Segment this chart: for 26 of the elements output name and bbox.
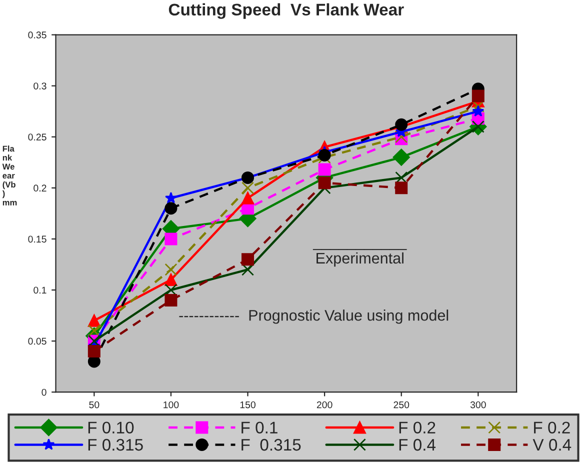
x-tick-label: 50 xyxy=(89,401,100,408)
legend-label: F 0.2 xyxy=(399,422,436,434)
y-axis-title: Fla nk We ear (Vb ) mm xyxy=(2,146,17,206)
y-tick-label: 0.35 xyxy=(28,32,46,38)
annotation: ___________ Experimental xyxy=(312,249,407,267)
x-tick-label: 150 xyxy=(240,401,256,408)
x-tick-label: 200 xyxy=(316,401,332,408)
y-tick-label: 0.1 xyxy=(34,286,46,294)
chart-title: Cutting Speed Vs Flank Wear xyxy=(168,3,404,19)
legend-label: F 0.10 xyxy=(88,422,134,434)
legend-label: F 0.1 xyxy=(242,422,278,434)
x-tick-label: 100 xyxy=(164,401,179,408)
y-tick-label: 0 xyxy=(42,388,46,396)
annotation: ------------ Prognostic Value using model xyxy=(179,310,448,324)
y-tick-label: 0.3 xyxy=(34,82,46,90)
legend-label: F 0.2 xyxy=(534,422,570,434)
x-tick-label: 250 xyxy=(394,401,410,408)
legend-label: F 0.315 xyxy=(242,438,301,451)
y-tick-label: 0.25 xyxy=(28,134,46,140)
legend-label: F 0.4 xyxy=(399,438,436,451)
y-tick-label: 0.05 xyxy=(28,338,46,345)
legend-label: V 0.4 xyxy=(532,438,572,451)
x-tick-label: 300 xyxy=(470,401,486,408)
y-tick-label: 0.2 xyxy=(34,184,46,192)
legend-label: F 0.315 xyxy=(88,438,143,451)
y-tick-label: 0.15 xyxy=(28,236,46,243)
